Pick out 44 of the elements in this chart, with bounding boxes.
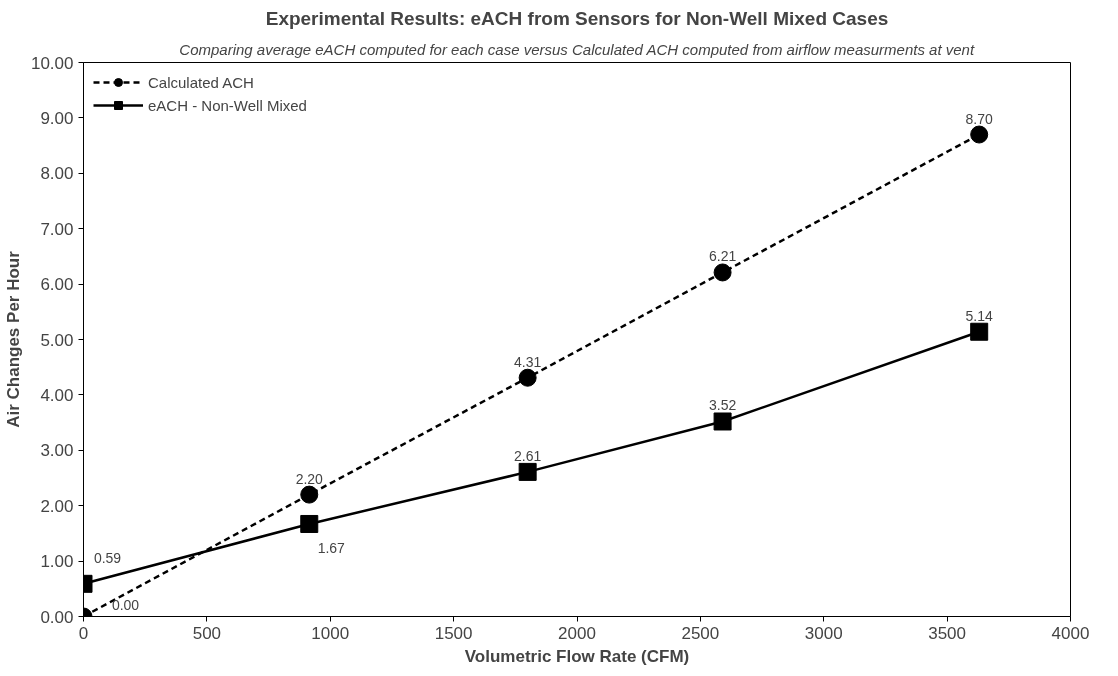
- y-tick-label: 7.00: [40, 219, 74, 239]
- point: [300, 514, 319, 533]
- data-label: 6.21: [708, 248, 737, 265]
- data-label: 2.20: [295, 470, 324, 487]
- y-tick-label: 9.00: [40, 108, 74, 128]
- x-tick-label: 3000: [804, 623, 843, 643]
- point: [518, 462, 537, 481]
- point: [518, 368, 537, 387]
- x-tick-label: 2500: [681, 623, 720, 643]
- chart-subtitle: Comparing average eACH computed for each case versus Calculated ACH computed from airflow measurments at vent: [179, 40, 975, 58]
- data-label: 1.67: [317, 539, 346, 556]
- x-tick-label: 1500: [434, 623, 473, 643]
- x-axis-title: Volumetric Flow Rate (CFM): [464, 646, 690, 666]
- y-tick-label: 10.00: [30, 53, 74, 73]
- chart-title: Experimental Results: eACH from Sensors for Non-Well Mixed Cases: [265, 7, 889, 29]
- data-label: 2.61: [514, 447, 542, 464]
- x-tick-label: 3500: [928, 623, 967, 643]
- legend-label: eACH - Non-Well Mixed: [148, 96, 307, 114]
- y-tick-label: 8.00: [40, 164, 74, 184]
- y-tick-label: 6.00: [40, 275, 74, 295]
- x-tick-label: 4000: [1051, 623, 1090, 643]
- point: [713, 412, 732, 431]
- y-axis-title: Air Changes Per Hour: [3, 250, 23, 428]
- point: [970, 125, 989, 144]
- x-tick-label: 1000: [311, 623, 350, 643]
- data-label: 4.31: [514, 353, 542, 370]
- y-tick-label: 4.00: [40, 385, 74, 405]
- data-label: 0.59: [93, 549, 122, 566]
- point: [970, 322, 989, 341]
- y-tick-label: 3.00: [40, 441, 74, 461]
- y-tick-label: 5.00: [40, 330, 74, 350]
- point: [713, 263, 732, 282]
- y-tick-label: 0.00: [40, 607, 74, 627]
- legend-label: Calculated ACH: [148, 73, 254, 91]
- data-label: 8.70: [965, 110, 994, 127]
- data-label: 0.00: [111, 596, 140, 613]
- y-tick-label: 2.00: [40, 496, 74, 516]
- point: [300, 485, 319, 504]
- x-tick-label: 0: [78, 623, 89, 643]
- y-tick-label: 1.00: [40, 552, 74, 572]
- data-label: 5.14: [965, 307, 994, 324]
- x-tick-label: 500: [192, 623, 222, 643]
- data-label: 3.52: [708, 397, 737, 414]
- x-tick-label: 2000: [558, 623, 596, 643]
